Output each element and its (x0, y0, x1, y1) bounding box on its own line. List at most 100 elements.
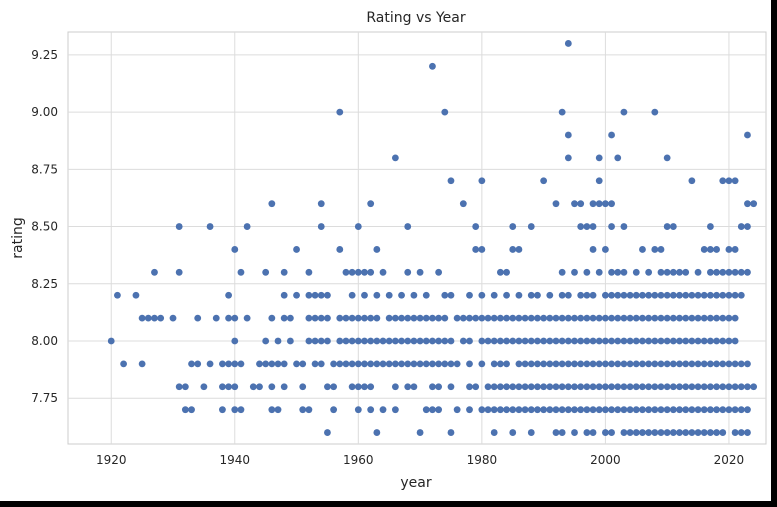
data-point (608, 337, 615, 345)
data-point (114, 291, 121, 299)
data-point (181, 383, 189, 391)
data-point (490, 406, 498, 414)
data-point (639, 291, 646, 299)
data-point (293, 360, 300, 368)
data-point (707, 360, 714, 368)
data-point (564, 154, 572, 162)
data-point (645, 291, 653, 299)
y-tick-label: 8.25 (31, 277, 58, 291)
data-point (614, 154, 622, 162)
data-point (583, 337, 591, 345)
data-point (188, 360, 195, 368)
data-point (484, 314, 492, 322)
data-point (268, 314, 276, 322)
data-point (700, 314, 708, 322)
data-point (219, 406, 226, 414)
data-point (466, 314, 473, 322)
data-point (311, 314, 319, 322)
data-point (620, 337, 628, 345)
data-point (175, 383, 183, 391)
data-point (422, 291, 430, 299)
y-tick-label: 7.75 (31, 391, 58, 405)
data-point (651, 337, 659, 345)
data-point (639, 314, 646, 322)
data-point (676, 314, 683, 322)
data-point (527, 360, 535, 368)
data-point (324, 314, 331, 322)
data-point (669, 291, 677, 299)
data-point (725, 246, 733, 253)
data-point (608, 360, 615, 368)
data-point (416, 268, 424, 276)
data-point (620, 429, 628, 436)
data-point (404, 223, 412, 230)
data-point (354, 406, 362, 414)
data-point (231, 360, 239, 368)
data-point (194, 314, 202, 322)
data-point (336, 246, 344, 253)
data-point (700, 406, 708, 414)
data-point (682, 383, 690, 391)
data-point (379, 360, 387, 368)
data-point (651, 291, 659, 299)
data-point (361, 268, 368, 276)
data-point (441, 337, 449, 345)
data-point (713, 246, 720, 253)
data-point (268, 383, 276, 391)
data-point (626, 429, 634, 436)
data-point (552, 314, 560, 322)
data-point (725, 268, 733, 276)
data-point (719, 314, 727, 322)
data-point (237, 268, 245, 276)
data-point (466, 383, 473, 391)
data-point (373, 246, 381, 253)
data-point (608, 383, 615, 391)
data-point (336, 314, 344, 322)
data-point (564, 337, 572, 345)
data-point (311, 337, 319, 345)
data-point (342, 337, 350, 345)
data-point (317, 223, 325, 230)
data-point (676, 360, 683, 368)
data-point (620, 406, 628, 414)
data-point (305, 314, 313, 322)
data-point (713, 268, 720, 276)
data-point (466, 291, 473, 299)
data-point (311, 291, 319, 299)
data-point (632, 337, 640, 345)
data-point (558, 429, 566, 436)
data-point (367, 360, 375, 368)
data-point (348, 268, 356, 276)
data-point (466, 337, 473, 345)
data-point (632, 383, 640, 391)
data-point (694, 383, 702, 391)
data-point (336, 337, 344, 345)
data-point (305, 406, 313, 414)
data-point (194, 360, 202, 368)
data-point (348, 383, 356, 391)
data-point (694, 406, 702, 414)
data-point (151, 268, 158, 276)
data-point (601, 246, 609, 253)
data-point (608, 406, 615, 414)
data-point (669, 314, 677, 322)
data-point (645, 314, 653, 322)
data-point (515, 406, 523, 414)
data-point (447, 337, 455, 345)
data-point (515, 314, 523, 322)
data-point (564, 131, 572, 139)
data-point (534, 383, 541, 391)
data-point (515, 246, 523, 253)
data-point (496, 383, 504, 391)
data-point (515, 360, 523, 368)
data-point (608, 429, 615, 436)
data-point (484, 383, 492, 391)
data-point (669, 223, 677, 230)
data-point (663, 223, 671, 230)
data-point (379, 406, 387, 414)
data-point (639, 383, 646, 391)
data-point (713, 291, 720, 299)
data-point (645, 406, 653, 414)
data-point (540, 383, 548, 391)
data-point (595, 314, 603, 322)
